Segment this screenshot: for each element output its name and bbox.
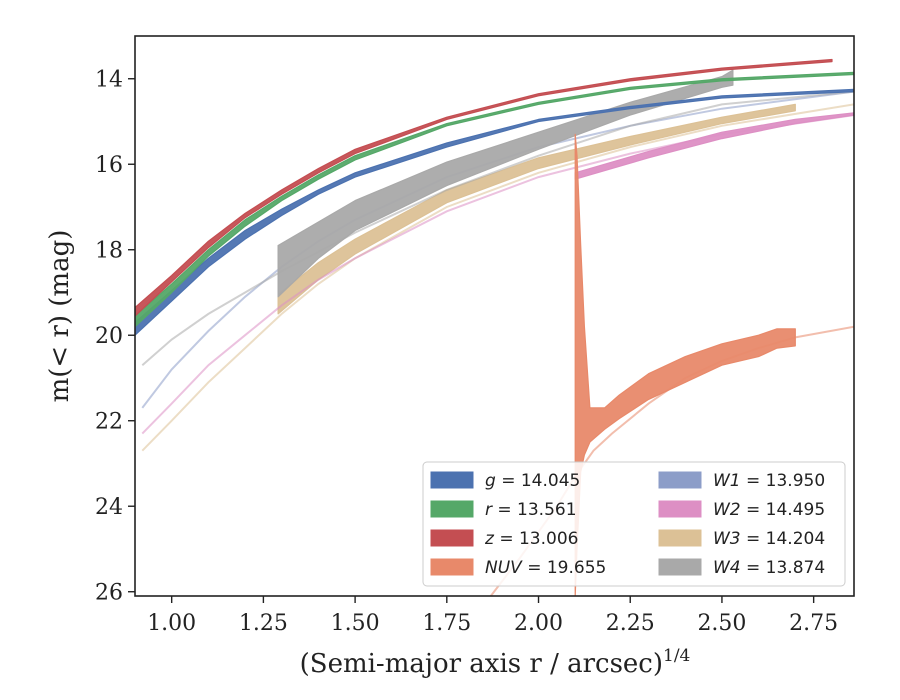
legend-swatch: [430, 558, 474, 576]
y-tick-label: 14: [95, 68, 123, 93]
y-axis-label: m(< r) (mag): [45, 230, 75, 403]
y-tick-label: 18: [95, 239, 123, 264]
legend-label: W3 = 14.204: [713, 529, 825, 549]
legend-box: [422, 461, 846, 587]
legend-label: NUV = 19.655: [485, 558, 606, 578]
model-curve-w4: [141, 90, 854, 366]
x-axis-label: (Semi-major axis r / arcsec)1/4: [300, 646, 691, 679]
profile-band-nuv: [574, 133, 796, 596]
x-tick-label: 2.75: [789, 611, 838, 636]
model-curve-w2: [141, 114, 854, 435]
legend-label: W2 = 14.495: [713, 500, 825, 520]
y-tick-label: 26: [95, 581, 123, 606]
legend-label: g = 14.045: [485, 471, 580, 491]
legend-label: r = 13.561: [485, 500, 577, 520]
legend-swatch: [658, 529, 702, 547]
legend-label: W1 = 13.950: [713, 471, 825, 491]
model-curve-w3: [141, 103, 854, 452]
x-tick-label: 1.25: [239, 611, 288, 636]
profile-band-w3: [277, 103, 796, 315]
profile-band-w4: [277, 69, 734, 298]
legend-label: W4 = 13.874: [713, 558, 825, 578]
profile-band-g: [135, 88, 854, 336]
legend-swatch: [658, 471, 702, 489]
profile-band-w2: [574, 112, 854, 180]
x-tick-label: 2.25: [606, 611, 655, 636]
x-tick-label: 1.00: [147, 611, 196, 636]
y-tick-label: 20: [95, 324, 123, 349]
legend-swatch: [658, 500, 702, 518]
y-tick-label: 24: [95, 495, 123, 520]
x-tick-label: 2.00: [514, 611, 563, 636]
x-tick-label: 1.50: [331, 611, 380, 636]
legend-swatch: [430, 500, 474, 518]
y-tick-label: 16: [95, 153, 123, 178]
legend-swatch: [430, 529, 474, 547]
x-tick-label: 2.50: [697, 611, 746, 636]
profile-band-z: [135, 58, 833, 317]
legend-label: z = 13.006: [484, 529, 578, 549]
legend-swatch: [430, 471, 474, 489]
x-tick-label: 1.75: [422, 611, 471, 636]
x-axis-label-superscript: 1/4: [663, 646, 690, 666]
y-tick-label: 22: [95, 410, 123, 435]
plot-frame: [134, 35, 855, 597]
profile-band-r: [135, 71, 854, 328]
ticks-layer: 1.00 1.25 1.50 1.75 2.00 2.25 2.50 2.75 14 16 18 20…: [95, 68, 838, 636]
legend-swatch: [658, 558, 702, 576]
legend: g = 14.045 r = 13.561 z = 13.006 NUV = 19.6…: [422, 461, 846, 587]
